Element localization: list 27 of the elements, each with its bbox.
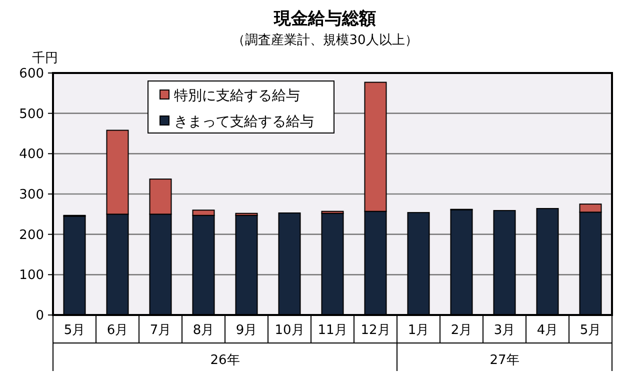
x-tick-label: 3月 xyxy=(494,323,516,338)
x-tick-label: 8月 xyxy=(192,323,214,338)
legend-label: 特別に支給する給与 xyxy=(174,88,300,104)
legend-label: きまって支給する給与 xyxy=(174,114,314,130)
x-tick-label: 5月 xyxy=(64,323,86,338)
y-tick-label: 200 xyxy=(19,228,44,243)
y-tick-label: 600 xyxy=(19,66,44,82)
x-tick-label: 6月 xyxy=(106,323,128,338)
y-tick-label: 300 xyxy=(19,188,44,203)
text: 26年 xyxy=(210,353,240,368)
x-tick-label: 9月 xyxy=(236,323,258,338)
y-tick-label: 0 xyxy=(36,308,44,324)
x-tick-label: 1月 xyxy=(408,323,430,338)
x-tick-label: 4月 xyxy=(536,323,558,338)
chart-subtitle: （調査産業計、規模30人以上） xyxy=(232,32,418,48)
y-tick-label: 400 xyxy=(19,147,44,162)
x-tick-label: 12月 xyxy=(360,323,390,338)
text: 27年 xyxy=(490,353,520,368)
chart-title: 現金給与総額 xyxy=(273,9,376,29)
y-tick-label: 500 xyxy=(19,106,44,122)
y-tick-label: 100 xyxy=(19,268,44,284)
x-tick-label: 2月 xyxy=(450,323,472,338)
x-tick-label: 5月 xyxy=(580,323,602,338)
x-tick-label: 7月 xyxy=(150,323,172,338)
x-tick-label: 11月 xyxy=(318,323,348,338)
y-axis-title: 千円 xyxy=(32,51,58,66)
x-tick-label: 10月 xyxy=(274,323,304,338)
